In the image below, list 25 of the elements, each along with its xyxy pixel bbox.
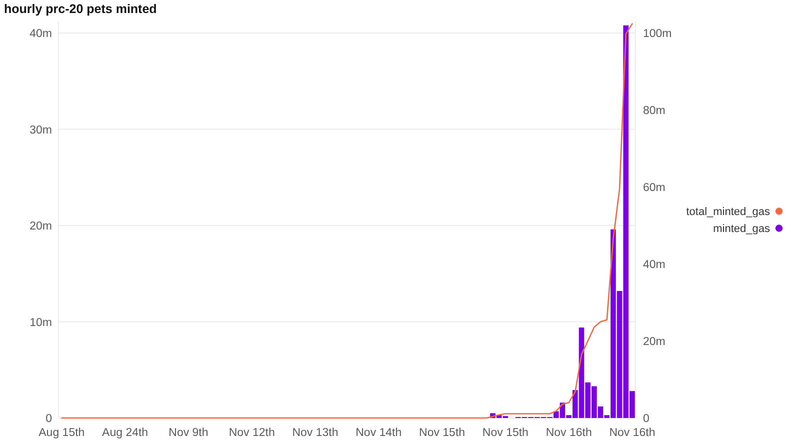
x-tick-label: Nov 15th xyxy=(419,427,466,439)
x-tick-label: Nov 13th xyxy=(292,427,338,439)
x-tick-label: Nov 9th xyxy=(168,427,208,439)
y-tick-label: 30m xyxy=(30,124,52,136)
legend-label: total_minted_gas xyxy=(686,206,770,218)
x-tick-label: Nov 16th xyxy=(609,427,656,439)
chart-title: hourly prc-20 pets minted xyxy=(4,2,157,16)
legend-label: minted_gas xyxy=(713,223,770,236)
y2-tick-label: 60m xyxy=(643,182,666,194)
y2-tick-label: 0 xyxy=(643,413,650,426)
y-tick-label: 20m xyxy=(30,220,52,233)
y2-tick-label: 40m xyxy=(643,259,666,272)
x-tick-label: Nov 14th xyxy=(356,427,402,439)
y2-tick-label: 80m xyxy=(643,105,666,118)
y2-tick-label: 20m xyxy=(643,336,666,348)
y-tick-label: 10m xyxy=(30,316,52,329)
x-tick-label: Aug 24th xyxy=(102,427,148,439)
x-tick-label: Aug 15th xyxy=(38,427,85,439)
line-series xyxy=(61,23,633,419)
x-tick-label: Nov 15th xyxy=(482,427,528,439)
x-tick-label: Nov 12th xyxy=(228,427,275,439)
y-tick-label: 0 xyxy=(46,413,52,426)
y-tick-label: 40m xyxy=(30,28,52,40)
y2-tick-label: 100m xyxy=(643,28,672,40)
x-tick-label: Nov 16th xyxy=(546,427,592,439)
